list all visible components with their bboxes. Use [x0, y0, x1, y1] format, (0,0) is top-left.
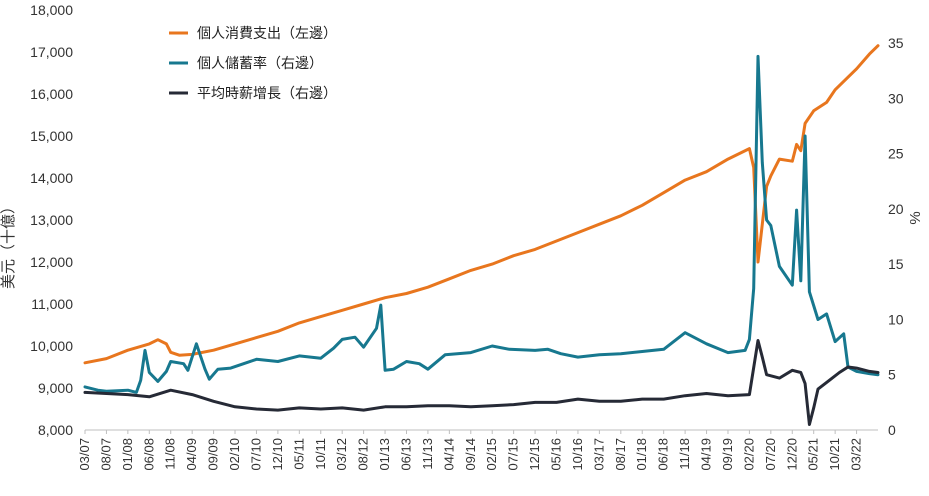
x-tick-label: 05/21 [806, 438, 821, 471]
x-tick-label: 08/17 [613, 438, 628, 471]
x-tick-label: 02/20 [741, 438, 756, 471]
left-tick-label: 17,000 [30, 44, 73, 60]
legend-wages-label: 平均時薪增長（右邊） [197, 86, 337, 102]
x-tick-label: 05/11 [291, 438, 306, 470]
left-tick-label: 13,000 [30, 212, 73, 228]
x-tick-label: 11/18 [677, 438, 692, 470]
legend-consumption-label: 個人消費支出（左邊） [197, 26, 337, 42]
x-tick-label: 11/13 [420, 438, 435, 470]
right-tick-label: 15 [888, 256, 904, 272]
x-tick-label: 08/12 [356, 438, 371, 471]
x-tick-label: 06/08 [141, 438, 156, 471]
x-tick-label: 06/13 [398, 438, 413, 471]
left-tick-label: 9,000 [38, 380, 73, 396]
right-tick-label: 35 [888, 35, 904, 51]
savings-series-line [83, 54, 880, 394]
left-axis-label: 美元（十億） [0, 199, 17, 289]
x-tick-label: 09/14 [463, 438, 478, 471]
left-tick-label: 18,000 [30, 2, 73, 18]
consumption-series-line [83, 44, 880, 365]
right-tick-label: 10 [888, 311, 904, 327]
legend: 個人消費支出（左邊） 個人儲蓄率（右邊） 平均時薪增長（右邊） [169, 26, 337, 102]
x-tick-label: 07/10 [248, 438, 263, 471]
x-tick-label: 01/18 [634, 438, 649, 471]
x-tick-label: 10/11 [313, 438, 328, 470]
x-tick-label: 03/17 [591, 438, 606, 471]
right-tick-label: 25 [888, 146, 904, 162]
right-tick-label: 5 [888, 367, 896, 383]
wages-series-line [83, 339, 880, 426]
x-tick-label: 12/10 [270, 438, 285, 471]
left-tick-label: 12,000 [30, 254, 73, 270]
x-tick-label: 01/08 [120, 438, 135, 471]
x-tick-label: 12/20 [784, 438, 799, 471]
right-tick-label: 30 [888, 90, 904, 106]
left-tick-label: 11,000 [31, 296, 73, 312]
left-tick-label: 10,000 [30, 338, 73, 354]
x-tick-label: 05/16 [549, 438, 564, 471]
x-tick-label: 03/12 [334, 438, 349, 471]
series-layer [83, 44, 880, 426]
x-tick-label: 06/18 [656, 438, 671, 471]
left-tick-label: 16,000 [30, 86, 73, 102]
axes: 8,000 9,000 10,000 11,000 12,000 13,000 14,000… [30, 2, 904, 471]
x-tick-label: 01/13 [377, 438, 392, 471]
x-tick-label: 09/09 [206, 438, 221, 471]
x-tick-label: 03/22 [849, 438, 864, 471]
left-tick-label: 8,000 [38, 422, 73, 438]
x-tick-label: 07/15 [506, 438, 521, 471]
x-tick-label: 12/15 [527, 438, 542, 471]
legend-savings-label: 個人儲蓄率（右邊） [197, 55, 323, 72]
x-tick-label: 09/19 [720, 438, 735, 471]
x-tick-label: 08/07 [98, 438, 113, 471]
x-tick-label: 04/14 [441, 438, 456, 471]
right-tick-label: 0 [888, 422, 896, 438]
x-tick-label: 10/16 [570, 438, 585, 471]
x-tick-label: 11/08 [163, 438, 178, 470]
right-axis-label: % [907, 211, 924, 224]
left-tick-label: 15,000 [30, 128, 73, 144]
x-tick-label: 10/21 [827, 438, 842, 471]
x-tick-label: 04/09 [184, 438, 199, 471]
x-tick-label: 03/07 [77, 438, 92, 471]
x-tick-label: 07/20 [763, 438, 778, 471]
left-tick-label: 14,000 [30, 170, 73, 186]
x-tick-label: 02/10 [227, 438, 242, 471]
right-tick-label: 20 [888, 201, 904, 217]
x-tick-label: 02/15 [484, 438, 499, 471]
x-tick-label: 04/19 [699, 438, 714, 471]
